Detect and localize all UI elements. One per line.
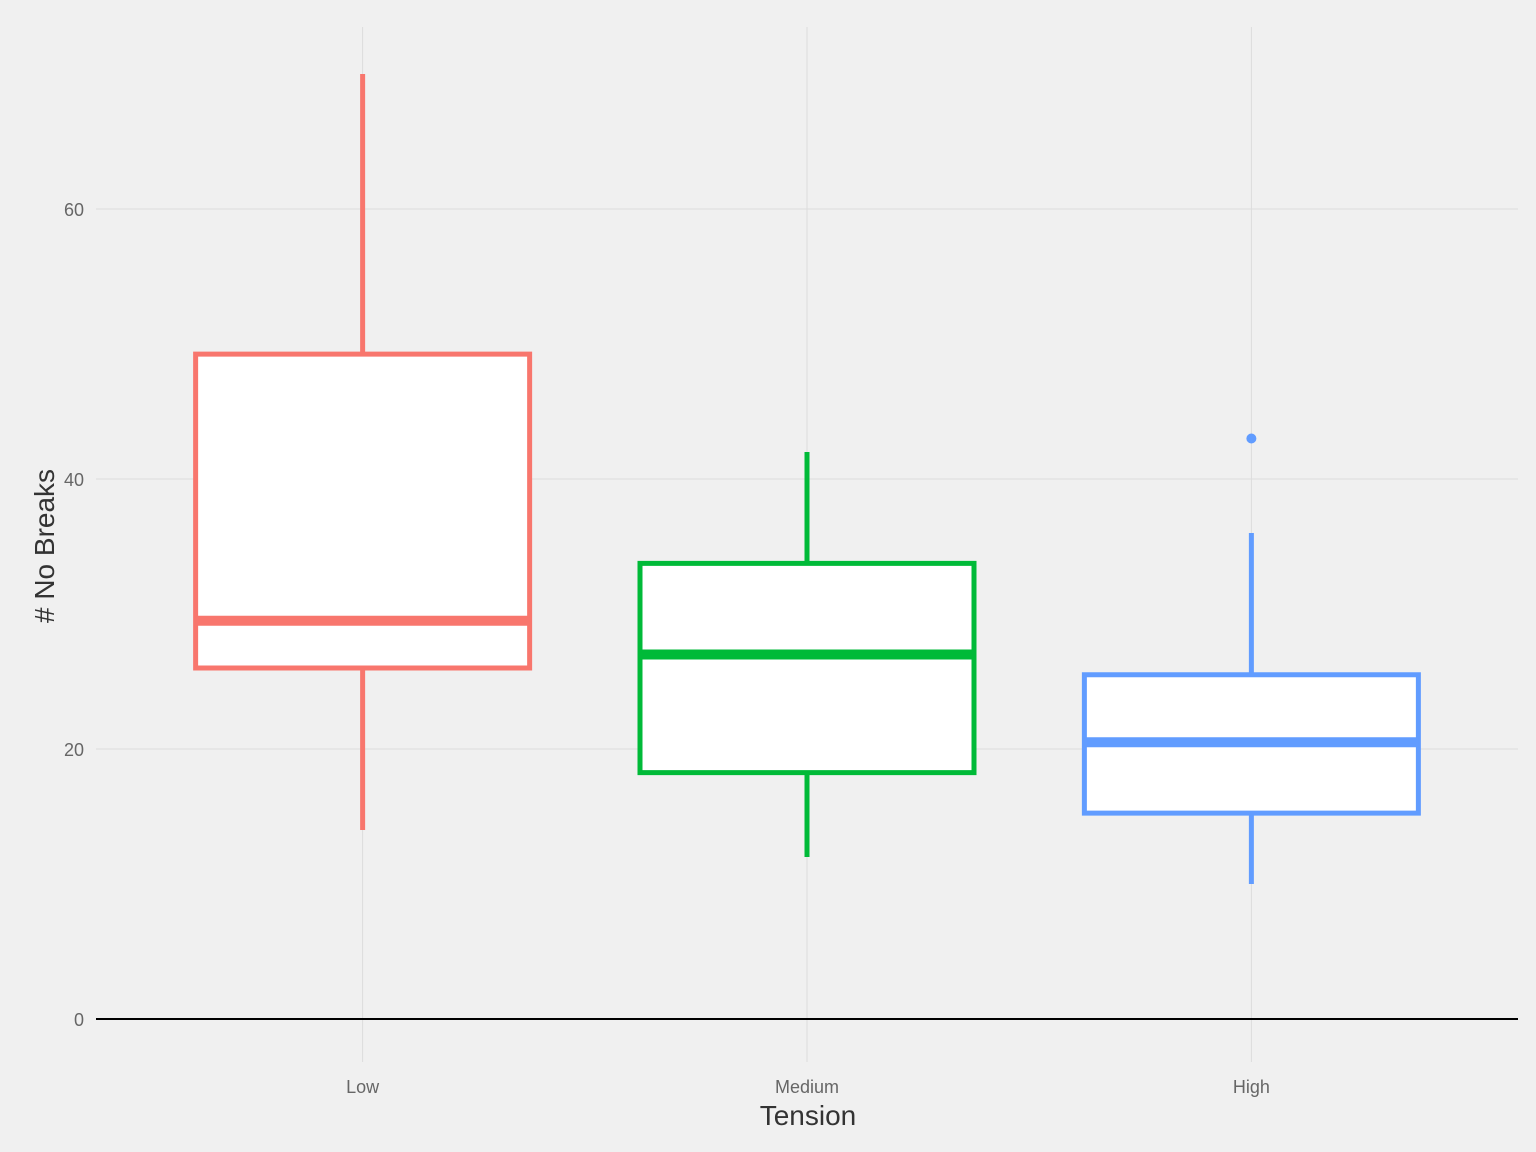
- x-tick-label-high: High: [1233, 1077, 1270, 1097]
- outlier-high-0: [1246, 433, 1257, 444]
- box-body-low: [193, 351, 533, 671]
- x-tick-label-medium: Medium: [775, 1077, 839, 1097]
- box-medium: [637, 452, 977, 857]
- box-series: [193, 74, 1421, 884]
- y-tick-labels: 0 20 40 60: [64, 200, 84, 1030]
- y-axis-title: # No Breaks: [29, 469, 60, 623]
- y-tick-label-0: 0: [74, 1010, 84, 1030]
- y-tick-label-40: 40: [64, 470, 84, 490]
- x-axis-title: Tension: [760, 1100, 857, 1131]
- x-tick-labels: Low Medium High: [346, 1077, 1270, 1097]
- y-tick-label-20: 20: [64, 740, 84, 760]
- box-high: [1081, 433, 1421, 884]
- x-tick-label-low: Low: [346, 1077, 380, 1097]
- y-tick-label-60: 60: [64, 200, 84, 220]
- box-low: [193, 74, 533, 830]
- box-body-medium: [637, 560, 977, 776]
